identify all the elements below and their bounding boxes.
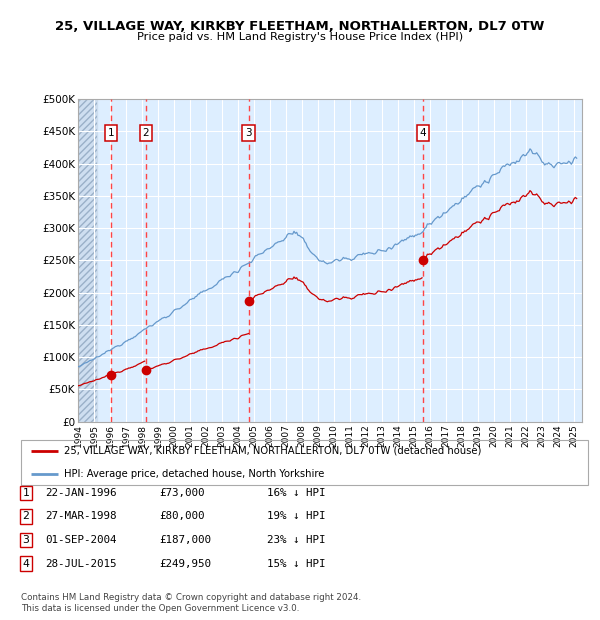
Text: 15% ↓ HPI: 15% ↓ HPI xyxy=(267,559,325,569)
Text: 1: 1 xyxy=(22,488,29,498)
Text: 3: 3 xyxy=(22,535,29,545)
Text: 2: 2 xyxy=(143,128,149,138)
Text: 23% ↓ HPI: 23% ↓ HPI xyxy=(267,535,325,545)
Text: 25, VILLAGE WAY, KIRKBY FLEETHAM, NORTHALLERTON, DL7 0TW (detached house): 25, VILLAGE WAY, KIRKBY FLEETHAM, NORTHA… xyxy=(64,446,481,456)
Text: 4: 4 xyxy=(420,128,427,138)
Text: HPI: Average price, detached house, North Yorkshire: HPI: Average price, detached house, Nort… xyxy=(64,469,324,479)
Bar xyxy=(78,99,97,422)
Text: £73,000: £73,000 xyxy=(159,488,205,498)
Text: 3: 3 xyxy=(245,128,252,138)
Text: Contains HM Land Registry data © Crown copyright and database right 2024.
This d: Contains HM Land Registry data © Crown c… xyxy=(21,593,361,613)
Text: Price paid vs. HM Land Registry's House Price Index (HPI): Price paid vs. HM Land Registry's House … xyxy=(137,32,463,42)
Text: 28-JUL-2015: 28-JUL-2015 xyxy=(45,559,116,569)
Text: 2: 2 xyxy=(22,512,29,521)
Bar xyxy=(78,99,97,422)
Text: 16% ↓ HPI: 16% ↓ HPI xyxy=(267,488,325,498)
Text: £187,000: £187,000 xyxy=(159,535,211,545)
Text: 01-SEP-2004: 01-SEP-2004 xyxy=(45,535,116,545)
Text: 22-JAN-1996: 22-JAN-1996 xyxy=(45,488,116,498)
Text: 19% ↓ HPI: 19% ↓ HPI xyxy=(267,512,325,521)
Text: 4: 4 xyxy=(22,559,29,569)
Text: 27-MAR-1998: 27-MAR-1998 xyxy=(45,512,116,521)
Text: £249,950: £249,950 xyxy=(159,559,211,569)
Text: 1: 1 xyxy=(107,128,114,138)
Text: 25, VILLAGE WAY, KIRKBY FLEETHAM, NORTHALLERTON, DL7 0TW: 25, VILLAGE WAY, KIRKBY FLEETHAM, NORTHA… xyxy=(55,20,545,33)
Text: £80,000: £80,000 xyxy=(159,512,205,521)
